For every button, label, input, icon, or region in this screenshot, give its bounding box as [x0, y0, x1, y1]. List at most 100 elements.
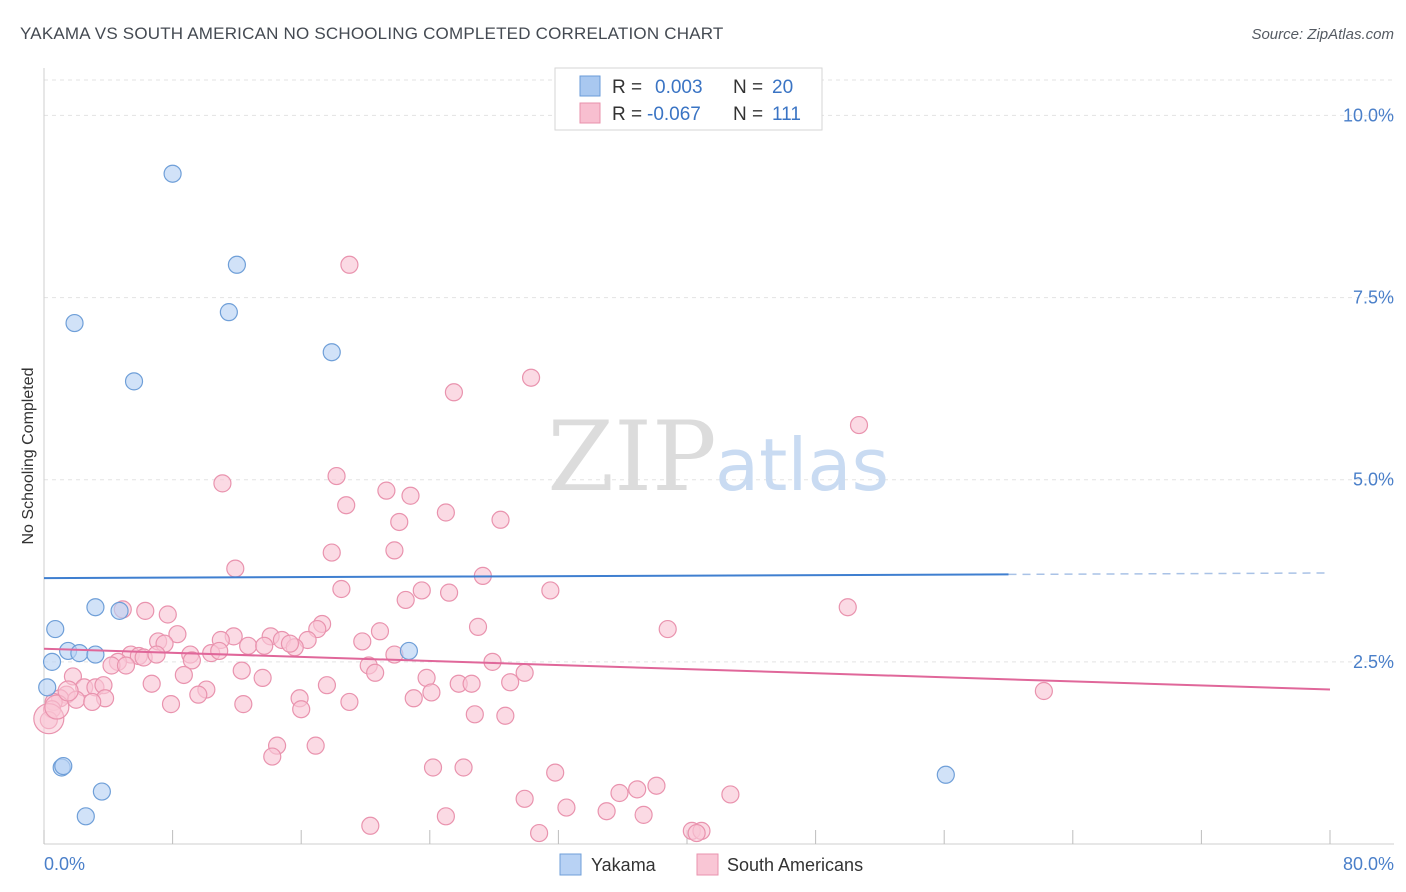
south-americans-point [226, 559, 245, 578]
yakama-point [936, 765, 955, 784]
yakama-point [227, 255, 246, 274]
south-americans-point [168, 625, 187, 644]
yakama-point [86, 645, 105, 664]
yakama-point [42, 652, 62, 671]
south-americans-point [658, 619, 677, 639]
x-tick-label-max: 80.0% [1343, 854, 1394, 874]
south-americans-point [253, 668, 272, 687]
y-tick-label: 7.5% [1353, 288, 1394, 308]
watermark-zip: ZIP [547, 401, 716, 513]
south-americans-point [530, 823, 549, 843]
south-americans-point [1034, 681, 1053, 701]
south-americans-point [436, 807, 455, 826]
south-americans-point [327, 466, 346, 486]
yakama-point [54, 756, 73, 776]
south-americans-point [491, 510, 510, 529]
south-americans-point [213, 474, 232, 493]
south-americans-point [390, 512, 409, 532]
south-americans-point [521, 368, 541, 387]
yakama-point [124, 372, 144, 391]
south-americans-point [628, 780, 647, 799]
south-americans-point [366, 663, 385, 682]
south-americans-point [436, 503, 455, 522]
south-americans-point [292, 700, 311, 719]
south-americans-point [468, 617, 488, 636]
x-tick-marks [43, 830, 1331, 844]
south-americans-point [515, 663, 534, 682]
south-americans-n-label: N = [733, 104, 763, 125]
yakama-point [86, 598, 105, 617]
watermark-atlas: atlas [715, 423, 889, 507]
south-americans-point [353, 632, 372, 651]
yakama-series-swatch [559, 853, 582, 876]
y-tick-label: 2.5% [1353, 652, 1394, 672]
south-americans-point [597, 802, 616, 821]
y-tick-label: 10.0% [1343, 105, 1394, 125]
south-americans-point [340, 255, 359, 274]
south-americans-series-swatch [696, 853, 719, 876]
yakama-point [46, 619, 65, 639]
south-americans-point [136, 601, 155, 620]
yakama-point [322, 343, 341, 362]
south-americans-point [239, 636, 258, 655]
south-americans-point [263, 747, 282, 766]
south-americans-n-value: 111 [772, 104, 801, 125]
south-americans-point [838, 598, 857, 617]
south-americans-point [337, 496, 356, 515]
south-americans-point [161, 695, 181, 714]
south-americans-point [332, 579, 351, 599]
watermark: ZIP atlas [547, 401, 889, 513]
south-americans-r-label: R = [612, 104, 642, 125]
south-americans-point [306, 736, 325, 755]
south-americans-point [412, 581, 431, 600]
south-americans-point [404, 689, 423, 708]
yakama-point [163, 164, 182, 183]
series-legend: Yakama South Americans [559, 853, 863, 876]
y-tick-labels: 2.5% 5.0% 7.5% 10.0% [1343, 105, 1394, 671]
south-americans-point [174, 665, 193, 685]
south-americans-point [340, 692, 359, 712]
south-americans-point [322, 543, 341, 562]
yakama-series-label: Yakama [591, 855, 657, 875]
south-americans-point [557, 798, 576, 817]
south-americans-point [501, 673, 520, 692]
trend-lines [43, 572, 1331, 691]
yakama-n-value: 20 [772, 77, 793, 98]
south-americans-point [385, 541, 404, 560]
y-axis-label: No Schooling Completed [20, 368, 37, 545]
south-americans-point [721, 785, 740, 804]
south-americans-point [83, 692, 102, 712]
south-americans-point [515, 789, 534, 808]
south-americans-r-value: -0.067 [647, 104, 701, 125]
south-americans-trend-line [43, 647, 1331, 691]
south-americans-point [377, 481, 396, 500]
yakama-point [65, 313, 84, 333]
south-americans-point [147, 645, 166, 664]
yakama-point [399, 641, 419, 661]
south-americans-point [401, 486, 420, 505]
south-americans-point [462, 674, 481, 693]
yakama-trend-line [43, 573, 1009, 580]
south-americans-point [280, 634, 300, 653]
chart-source: Source: ZipAtlas.com [1251, 26, 1394, 43]
south-americans-point [634, 805, 653, 824]
south-americans-point [444, 383, 464, 402]
south-americans-legend-swatch [579, 102, 601, 124]
south-americans-point [496, 706, 515, 725]
south-americans-point [317, 676, 337, 695]
south-americans-point [687, 823, 706, 843]
south-americans-points [33, 255, 1053, 843]
south-americans-point [423, 758, 443, 777]
south-americans-point [465, 705, 484, 724]
south-americans-point [210, 641, 229, 661]
yakama-r-label: R = [612, 77, 642, 98]
stats-legend: R = 0.003 N = 20 R = -0.067 N = 111 [554, 67, 823, 131]
x-tick-label-min: 0.0% [44, 854, 85, 874]
south-americans-point [422, 683, 441, 702]
yakama-point [76, 807, 95, 826]
south-americans-point [361, 816, 380, 835]
south-americans-point [439, 583, 459, 602]
south-americans-point [234, 695, 253, 714]
y-tick-label: 5.0% [1353, 470, 1394, 490]
yakama-point [92, 782, 111, 801]
